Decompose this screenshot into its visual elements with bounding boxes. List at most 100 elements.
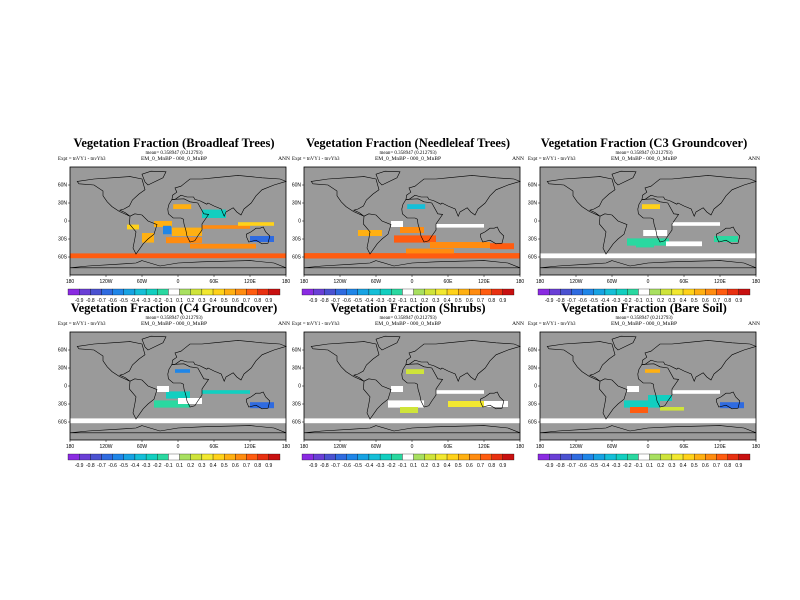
anomaly-cell [154, 400, 190, 408]
ocean-background [304, 167, 520, 275]
anomaly-cell [70, 418, 286, 424]
lon-tick-label: 60W [371, 444, 382, 450]
case-label: EM_0_MnBP - 000_0_MnBP [610, 156, 678, 162]
lat-tick-label: 0 [64, 219, 67, 225]
colorbar-label: 0.6 [232, 298, 239, 304]
colorbar-swatch [413, 288, 425, 296]
colorbar-label: -0.2 [623, 463, 632, 469]
coastline [641, 175, 757, 217]
colorbar-swatch [257, 453, 269, 461]
colorbar-label: 0.8 [254, 298, 261, 304]
coastline [716, 391, 741, 410]
anomaly-cell [627, 238, 669, 246]
colorbar-label: -0.5 [589, 298, 598, 304]
colorbar-swatch [67, 453, 80, 461]
coastline [546, 341, 616, 382]
lon-tick-label: 60W [137, 444, 148, 450]
lat-tick-label: 60S [292, 420, 302, 426]
coastline [637, 363, 680, 408]
lon-tick-label: 120W [333, 279, 346, 285]
anomaly-cell [627, 386, 639, 392]
lon-tick-label: 0 [177, 279, 180, 285]
colorbar-swatch [346, 288, 358, 296]
coastline [546, 176, 616, 217]
lon-tick-label: 180 [66, 279, 75, 285]
colorbar-label: 0.7 [477, 298, 484, 304]
map-plot: 60N 30N 0 30S 60S 180 120W 60W 0 60E 120E 180 [292, 331, 524, 450]
ocean-background [540, 332, 756, 440]
colorbar-label: 0.3 [432, 463, 439, 469]
colorbar-swatch [168, 288, 180, 296]
colorbar-label: -0.6 [108, 298, 117, 304]
coastline [375, 170, 401, 186]
colorbar-swatch [402, 288, 414, 296]
anomaly-cell [250, 402, 274, 409]
coastline [129, 213, 158, 255]
colorbar-label: -0.1 [398, 298, 407, 304]
colorbar-label: 0.6 [466, 463, 473, 469]
colorbar-swatch [571, 288, 583, 296]
colorbar-swatch [480, 288, 492, 296]
case-label: EM_0_MnBP - 000_0_MnBP [140, 156, 208, 162]
colorbar-swatch [571, 453, 583, 461]
anomaly-cell [172, 227, 202, 236]
colorbar-label: -0.9 [545, 463, 554, 469]
colorbar-swatch [90, 288, 102, 296]
colorbar-swatch [379, 453, 392, 461]
lat-tick-label: 30S [528, 402, 538, 408]
colorbar-label: -0.8 [320, 298, 329, 304]
colorbar-label: -0.1 [164, 463, 173, 469]
lon-tick-label: 60E [210, 444, 220, 450]
colorbar-label: 0.7 [243, 298, 250, 304]
anomaly-cell [388, 400, 424, 408]
colorbar-label: 0.8 [488, 298, 495, 304]
colorbar-label: -0.9 [309, 298, 318, 304]
colorbar-swatch [682, 453, 695, 461]
lon-tick-label: 180 [536, 444, 545, 450]
anomaly-cell [238, 222, 274, 226]
anomaly-cell [154, 221, 172, 227]
lat-tick-label: 30S [292, 402, 302, 408]
colorbar-label: 0.8 [254, 463, 261, 469]
colorbar-label: 0.9 [735, 298, 742, 304]
lon-tick-label: 120E [478, 444, 490, 450]
lon-tick-label: 180 [66, 444, 75, 450]
colorbar-label: 0.8 [724, 298, 731, 304]
colorbar-swatch [346, 453, 358, 461]
colorbar-swatch [335, 453, 347, 461]
anomaly-cell [407, 204, 426, 209]
colorbar-swatch [190, 453, 203, 461]
anomaly-cell [400, 227, 424, 233]
anomaly-cell [672, 390, 720, 394]
colorbar-swatch [301, 453, 314, 461]
lat-tick-label: 60N [528, 348, 537, 354]
lat-tick-label: 60S [292, 255, 302, 261]
anomaly-cell [672, 222, 720, 226]
colorbar-label: -0.6 [108, 463, 117, 469]
colorbar-swatch [101, 288, 113, 296]
coastline [171, 340, 287, 382]
colorbar-label: -0.2 [153, 463, 162, 469]
colorbar-label: -0.3 [612, 463, 621, 469]
colorbar-label: 0.3 [668, 463, 675, 469]
coastline [246, 226, 271, 245]
colorbar-label: 0.5 [455, 298, 462, 304]
colorbar-swatch [604, 288, 617, 296]
lon-tick-label: 60E [444, 444, 454, 450]
colorbar-label: -0.6 [578, 463, 587, 469]
season-label: ANN [748, 321, 760, 327]
colorbar-label: 0.1 [646, 463, 653, 469]
colorbar-label: -0.4 [131, 298, 140, 304]
lat-tick-label: 60N [528, 183, 537, 189]
colorbar-label: 0.9 [265, 298, 272, 304]
colorbar-label: 0.5 [691, 463, 698, 469]
lat-tick-label: 60N [292, 183, 301, 189]
anomaly-cell [484, 401, 508, 407]
lon-tick-label: 0 [647, 279, 650, 285]
coastline [310, 341, 380, 382]
colorbar-swatch [190, 288, 203, 296]
coastline [539, 260, 757, 269]
colorbar-label: 0.5 [455, 463, 462, 469]
colorbar-label: -0.7 [331, 463, 340, 469]
colorbar-label: -0.4 [365, 298, 374, 304]
